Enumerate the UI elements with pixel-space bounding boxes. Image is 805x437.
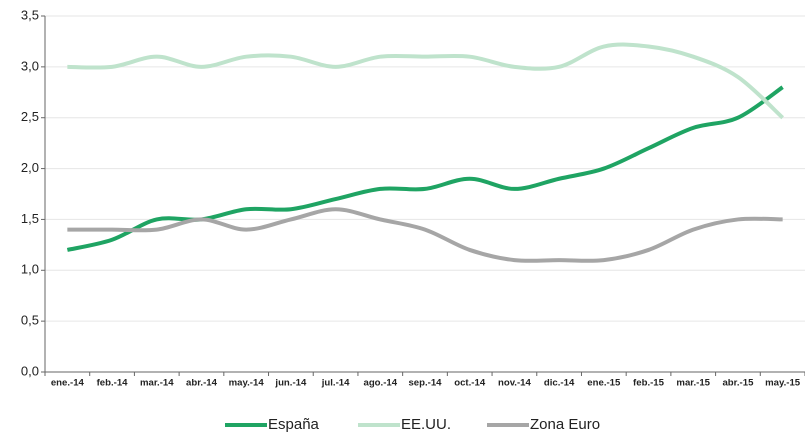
x-tick-label: feb.-15 [633,378,665,389]
x-tick-label: abr.-14 [186,378,218,389]
legend-label: España [268,416,320,433]
x-tick-label: sep.-14 [408,378,442,389]
y-tick-label: 1,5 [21,211,39,226]
x-tick-label: ene.-15 [587,378,621,389]
x-tick-label: ago.-14 [363,378,397,389]
x-tick-label: may.-14 [229,378,265,389]
x-tick-label: mar.-14 [140,378,174,389]
x-tick-label: mar.-15 [676,378,710,389]
y-tick-label: 0,5 [21,313,39,328]
x-tick-label: dic.-14 [544,378,575,389]
x-tick-label: abr.-15 [722,378,754,389]
y-tick-label: 3,0 [21,58,39,73]
x-tick-label: oct.-14 [454,378,486,389]
x-tick-label: may.-15 [765,378,801,389]
x-tick-label: nov.-14 [498,378,532,389]
series-line [67,42,785,120]
x-tick-label: jun.-14 [274,378,307,389]
y-tick-label: 3,5 [21,7,39,22]
x-tick-label: feb.-14 [97,378,129,389]
y-tick-label: 2,0 [21,160,39,175]
legend-label: EE.UU. [401,416,451,433]
series-line [67,207,783,263]
x-tick-label: jul.-14 [321,378,350,389]
y-tick-label: 2,5 [21,109,39,124]
y-tick-label: 1,0 [21,262,39,277]
y-tick-label: 0,0 [21,363,39,378]
x-tick-label: ene.-14 [51,378,85,389]
legend-label: Zona Euro [530,416,600,433]
